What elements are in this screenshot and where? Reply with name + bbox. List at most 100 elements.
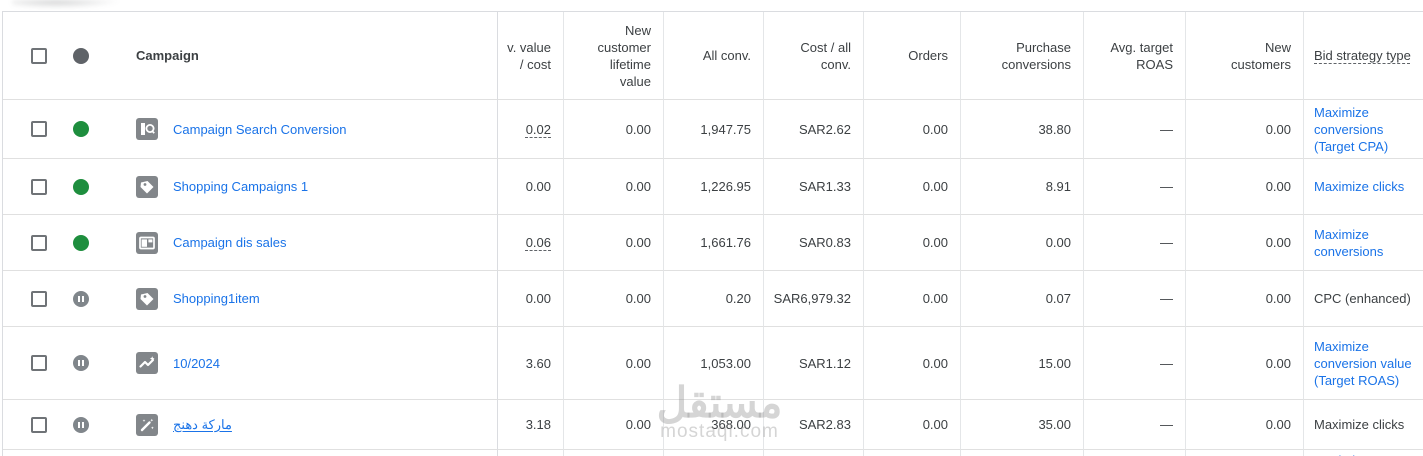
new-customer-ltv-cell: 0.00 <box>564 271 664 327</box>
bid-strategy-cell: Maximize clicks <box>1304 400 1423 450</box>
cost-all-conv-cell: SAR1.12 <box>764 327 864 400</box>
campaign-name-link[interactable]: 10/2024 <box>173 355 220 371</box>
campaign-name-link[interactable]: Campaign Search Conversion <box>173 121 347 137</box>
campaign-name-link[interactable]: ماركة دهنج <box>173 416 232 432</box>
orders-cell: 0.00 <box>864 327 961 400</box>
campaign-cell <box>3 450 498 456</box>
search-campaign-icon <box>136 118 158 140</box>
all-conv-cell: 1,661.76 <box>664 215 764 271</box>
header-orders[interactable]: Orders <box>864 12 961 100</box>
row-checkbox[interactable] <box>31 234 47 251</box>
campaign-name-link[interactable]: Shopping1item <box>173 291 260 306</box>
campaign-cell: Campaign Search Conversion <box>3 100 498 159</box>
campaign-name-link[interactable]: Shopping Campaigns 1 <box>173 179 309 194</box>
demand-gen-campaign-icon <box>136 413 158 436</box>
all-conv-cell: 0.20 <box>664 271 764 327</box>
bid-strategy-cell: Maximize <box>1304 450 1423 456</box>
table-row: Shopping Campaigns 1 0.00 0.00 1,226.95 … <box>3 159 1423 215</box>
status-paused-icon[interactable] <box>73 355 89 371</box>
status-paused-icon[interactable] <box>73 416 89 433</box>
avg-target-roas-cell: — <box>1084 100 1186 159</box>
new-customer-ltv-cell: 0.00 <box>564 215 664 271</box>
bid-strategy-link[interactable]: Maximize conversion value (Target ROAS) <box>1314 338 1412 388</box>
conv-value-cost-cell: 0.06 <box>498 215 564 271</box>
header-bid-strategy-type[interactable]: Bid strategy type <box>1304 12 1423 100</box>
campaign-name-link[interactable]: Campaign dis sales <box>173 235 287 250</box>
header-conv-value-cost[interactable]: v. value / cost <box>498 12 564 100</box>
status-enabled-icon[interactable] <box>73 234 89 251</box>
bid-strategy-link[interactable]: Maximize <box>1314 452 1369 456</box>
campaign-column-header[interactable]: Campaign <box>136 48 199 63</box>
table-row: 10/2024 3.60 0.00 1,053.00 SAR1.12 0.00 … <box>3 327 1423 400</box>
row-checkbox[interactable] <box>31 290 47 307</box>
conv-value-cost-cell: 3.18 <box>498 400 564 450</box>
new-customer-ltv-cell: 0.00 <box>564 159 664 215</box>
orders-cell: 0.00 <box>864 215 961 271</box>
all-conv-cell: 1,226.95 <box>664 159 764 215</box>
shopping-campaign-icon <box>136 287 158 310</box>
bid-strategy-cell: Maximize conversions <box>1304 215 1423 271</box>
header-avg-target-roas[interactable]: Avg. target ROAS <box>1084 12 1186 100</box>
campaign-cell: Campaign dis sales <box>3 215 498 271</box>
bid-strategy-cell: Maximize clicks <box>1304 159 1423 215</box>
cost-all-conv-cell: SAR6,979.32 <box>764 271 864 327</box>
table-header-row: Campaign v. value / cost New customer li… <box>3 12 1423 100</box>
table-row: Shopping1item 0.00 0.00 0.20 SAR6,979.32… <box>3 271 1423 327</box>
row-checkbox[interactable] <box>31 121 47 137</box>
new-customer-ltv-cell: 0.00 <box>564 100 664 159</box>
status-paused-icon[interactable] <box>73 290 89 307</box>
orders-cell: 0.00 <box>864 100 961 159</box>
status-enabled-icon[interactable] <box>73 178 89 195</box>
bid-strategy-cell: Maximize conversion value (Target ROAS) <box>1304 327 1423 400</box>
top-left-shadow <box>12 0 122 9</box>
orders-cell: 0.00 <box>864 159 961 215</box>
avg-target-roas-cell: — <box>1084 271 1186 327</box>
bid-strategy-link[interactable]: Maximize conversions <box>1314 226 1384 259</box>
table-row: Campaign dis sales 0.06 0.00 1,661.76 SA… <box>3 215 1423 271</box>
status-column-icon[interactable] <box>73 47 89 64</box>
row-checkbox[interactable] <box>31 355 47 371</box>
row-checkbox[interactable] <box>31 178 47 195</box>
header-new-customer-ltv[interactable]: New customer lifetime value <box>564 12 664 100</box>
all-conv-cell: 1,053.00 <box>664 327 764 400</box>
bid-strategy-link[interactable]: Maximize clicks <box>1314 179 1405 194</box>
conv-value-cost-cell: 0.00 <box>498 271 564 327</box>
status-enabled-icon[interactable] <box>73 121 89 137</box>
campaign-cell: ماركة دهنج <box>3 400 498 450</box>
conv-value-cost-cell: 0.00 <box>498 159 564 215</box>
new-customers-cell: 0.00 <box>1186 100 1304 159</box>
display-campaign-icon <box>136 231 158 254</box>
all-conv-cell: 368.00 <box>664 400 764 450</box>
bid-strategy-link[interactable]: Maximize conversions (Target CPA) <box>1314 104 1389 154</box>
table-row: ماركة دهنج 3.18 0.00 368.00 SAR2.83 0.00… <box>3 400 1423 450</box>
cost-all-conv-cell: SAR0.83 <box>764 215 864 271</box>
campaigns-table: Campaign v. value / cost New customer li… <box>2 11 1423 456</box>
new-customers-cell: 0.00 <box>1186 159 1304 215</box>
conv-value-cost-cell: 0.02 <box>498 100 564 159</box>
avg-target-roas-cell: — <box>1084 159 1186 215</box>
table-row-partial: Maximize <box>3 450 1423 456</box>
new-customers-cell: 0.00 <box>1186 215 1304 271</box>
select-all-checkbox[interactable] <box>31 47 47 64</box>
header-all-conv[interactable]: All conv. <box>664 12 764 100</box>
header-purchase-conversions[interactable]: Purchase conversions <box>961 12 1084 100</box>
header-cost-all-conv[interactable]: Cost / all conv. <box>764 12 864 100</box>
purchase-conversions-cell: 35.00 <box>961 400 1084 450</box>
avg-target-roas-cell: — <box>1084 400 1186 450</box>
row-checkbox[interactable] <box>31 416 47 433</box>
purchase-conversions-cell: 0.07 <box>961 271 1084 327</box>
conv-value-cost-cell: 3.60 <box>498 327 564 400</box>
purchase-conversions-cell: 15.00 <box>961 327 1084 400</box>
all-conv-cell: 1,947.75 <box>664 100 764 159</box>
cost-all-conv-cell: SAR2.62 <box>764 100 864 159</box>
campaign-cell: 10/2024 <box>3 327 498 400</box>
avg-target-roas-cell: — <box>1084 327 1186 400</box>
new-customers-cell: 0.00 <box>1186 327 1304 400</box>
purchase-conversions-cell: 0.00 <box>961 215 1084 271</box>
header-new-customers[interactable]: New customers <box>1186 12 1304 100</box>
new-customer-ltv-cell: 0.00 <box>564 327 664 400</box>
performance-max-campaign-icon <box>136 352 158 374</box>
bid-strategy-cell: CPC (enhanced) <box>1304 271 1423 327</box>
shopping-campaign-icon <box>136 175 158 198</box>
